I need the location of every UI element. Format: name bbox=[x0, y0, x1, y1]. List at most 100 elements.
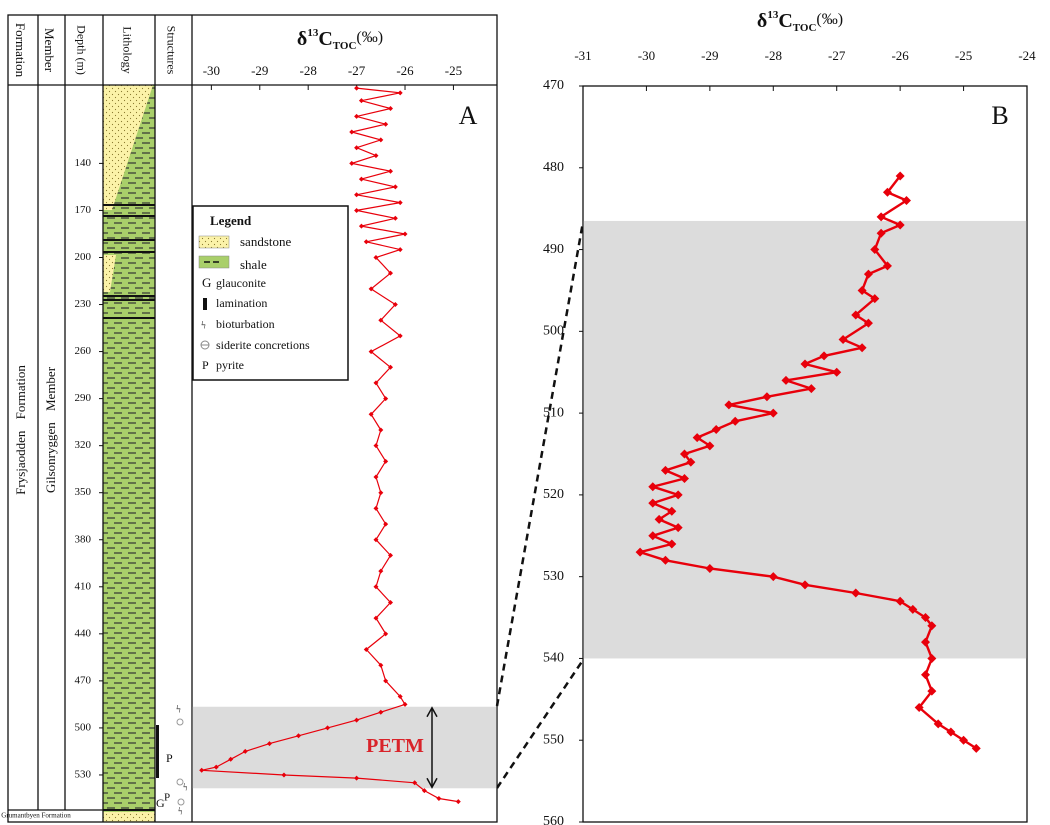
data-point bbox=[397, 333, 403, 339]
column-header: Formation bbox=[13, 23, 28, 78]
data-point bbox=[373, 254, 379, 260]
data-point bbox=[921, 637, 931, 647]
data-point bbox=[373, 537, 379, 543]
data-point bbox=[946, 727, 956, 737]
data-point bbox=[421, 788, 427, 794]
y-tick-label: 260 bbox=[75, 345, 92, 357]
legend-label: shale bbox=[240, 257, 267, 272]
svg-text:ϟ: ϟ bbox=[176, 704, 181, 716]
data-point bbox=[373, 505, 379, 511]
sand-fill bbox=[103, 812, 155, 822]
data-point bbox=[363, 647, 369, 653]
data-point bbox=[378, 317, 384, 323]
data-point bbox=[387, 552, 393, 558]
y-tick-label: 170 bbox=[75, 204, 92, 216]
data-point bbox=[914, 703, 924, 713]
legend-label: siderite concretions bbox=[216, 338, 310, 352]
data-point bbox=[354, 717, 360, 723]
y-tick-label: 410 bbox=[75, 580, 92, 592]
data-point bbox=[667, 506, 677, 516]
title-part: δ bbox=[757, 10, 767, 32]
structure-symbols: ϟ ϟ ϟ bbox=[176, 704, 188, 818]
data-point bbox=[349, 160, 355, 166]
data-point bbox=[354, 145, 360, 151]
x-tick-label: -27 bbox=[828, 48, 846, 63]
data-point bbox=[762, 392, 772, 402]
arrow-head bbox=[426, 706, 438, 718]
y-tick-label: 290 bbox=[75, 392, 92, 404]
column-header: Structures bbox=[164, 26, 178, 75]
data-point bbox=[882, 261, 892, 271]
legend-symbol: P bbox=[202, 358, 209, 372]
structure-letter: P bbox=[164, 792, 170, 804]
y-tick-label: 530 bbox=[75, 768, 92, 780]
data-point bbox=[781, 375, 791, 385]
data-point bbox=[648, 531, 658, 541]
data-point bbox=[397, 247, 403, 253]
svg-text:ϟ: ϟ bbox=[178, 806, 183, 817]
formation-name: Frysjaodden Formation bbox=[13, 365, 28, 495]
data-point bbox=[730, 416, 740, 426]
x-tick-label: -26 bbox=[891, 48, 909, 63]
data-point bbox=[876, 212, 886, 222]
data-point bbox=[387, 364, 393, 370]
data-point bbox=[354, 207, 360, 213]
y-tick-label: 520 bbox=[543, 487, 564, 502]
data-point bbox=[387, 106, 393, 112]
title-part: 13 bbox=[307, 27, 319, 39]
data-point bbox=[436, 795, 442, 801]
data-point bbox=[857, 343, 867, 353]
data-point bbox=[851, 310, 861, 320]
data-point bbox=[838, 335, 848, 345]
data-point bbox=[368, 411, 374, 417]
y-tick-label: 230 bbox=[75, 298, 92, 310]
data-point bbox=[908, 604, 918, 614]
column-header: Member bbox=[42, 28, 57, 73]
x-tick-label: -29 bbox=[701, 48, 718, 63]
y-tick-label: 500 bbox=[543, 324, 564, 339]
data-point bbox=[397, 694, 403, 700]
y-tick-label: 480 bbox=[543, 160, 564, 175]
bed-boundaries bbox=[103, 204, 155, 811]
panel-b-frame bbox=[582, 85, 1028, 823]
y-tick-label: 490 bbox=[543, 242, 564, 257]
data-point bbox=[378, 137, 384, 143]
x-tick-label: -25 bbox=[445, 63, 462, 78]
data-point bbox=[392, 215, 398, 221]
y-tick-label: 320 bbox=[75, 439, 92, 451]
data-point bbox=[921, 670, 931, 680]
data-point bbox=[832, 367, 842, 377]
data-point bbox=[895, 596, 905, 606]
data-point bbox=[870, 245, 880, 255]
legend-label: pyrite bbox=[216, 358, 244, 372]
data-point bbox=[373, 380, 379, 386]
axis-title: δ13CTOC(‰) bbox=[757, 9, 843, 34]
y-tick-label: 560 bbox=[543, 814, 564, 825]
data-point bbox=[228, 756, 234, 762]
data-point bbox=[373, 584, 379, 590]
data-point bbox=[368, 286, 374, 292]
data-point bbox=[679, 474, 689, 484]
x-tick-label: -28 bbox=[300, 63, 317, 78]
data-point bbox=[635, 547, 645, 557]
data-point bbox=[397, 200, 403, 206]
data-point bbox=[373, 443, 379, 449]
panel-label: B bbox=[991, 101, 1008, 130]
petm-band bbox=[192, 706, 497, 789]
data-point bbox=[325, 725, 331, 731]
data-point bbox=[692, 433, 702, 443]
y-tick-label: 540 bbox=[543, 651, 564, 666]
data-point bbox=[768, 408, 778, 418]
lamination-bar bbox=[156, 725, 159, 778]
data-point bbox=[971, 743, 981, 753]
data-point bbox=[199, 767, 205, 773]
y-tick-label: 530 bbox=[543, 569, 564, 584]
data-point bbox=[648, 482, 658, 492]
data-point bbox=[673, 523, 683, 533]
data-point bbox=[870, 294, 880, 304]
axis-title: δ13CTOC(‰) bbox=[297, 27, 383, 52]
data-point bbox=[402, 231, 408, 237]
data-point bbox=[368, 349, 374, 355]
data-point bbox=[686, 457, 696, 467]
svg-text:ϟ: ϟ bbox=[183, 782, 188, 793]
